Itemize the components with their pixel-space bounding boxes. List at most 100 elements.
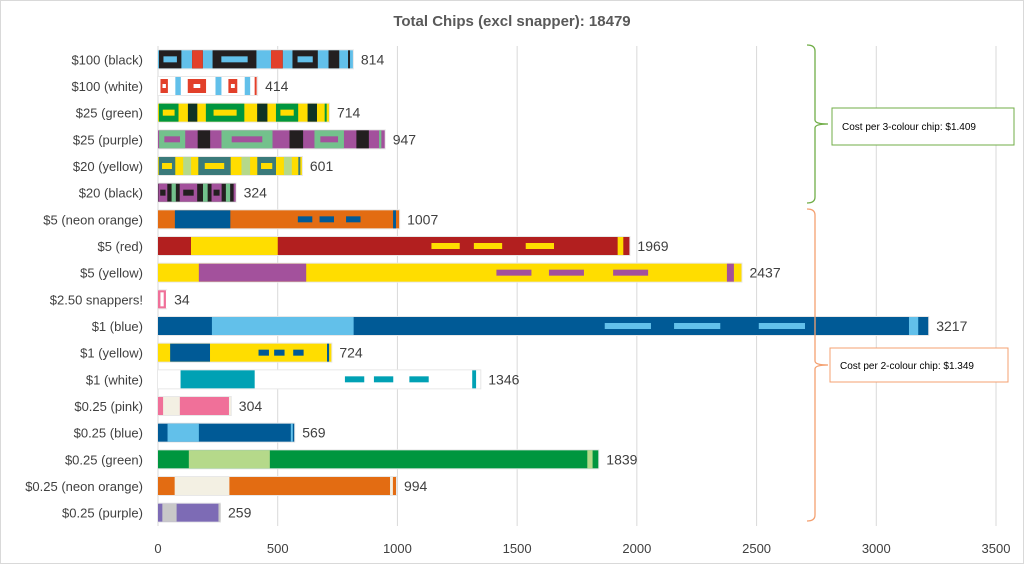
bar [157,449,600,470]
bar-segment [180,370,255,389]
category-label: $0.25 (blue) [74,426,143,441]
bar-dash [297,216,313,223]
bar-end-stripe [390,477,393,495]
bar-segment [197,130,211,149]
bar-segment [257,103,268,122]
gridlines [157,46,997,526]
x-tick-label: 1500 [503,541,532,556]
bar-dash [344,376,365,383]
bar [157,102,330,123]
category-label: $100 (black) [71,52,143,67]
bar-segment [297,56,313,63]
bar-segment [324,103,327,122]
category-label: $1 (blue) [92,319,143,334]
bar-segment [230,84,235,88]
bar-segment [171,183,176,202]
bar-segment [213,109,237,116]
bar-end-stripe [472,370,477,389]
bar-segment [193,84,201,88]
bar [157,476,397,496]
data-label: 947 [393,131,417,147]
bar-end-stripe [587,450,593,469]
data-label: 714 [337,105,361,121]
bar-dash [674,323,721,329]
bar-segment [162,109,175,116]
bar-dash [613,269,649,276]
bar-segment [356,130,369,149]
category-label: $25 (purple) [73,132,143,147]
bar-segment [289,130,304,149]
bar-fill [158,77,258,95]
x-tick-label: 500 [267,541,289,556]
bars [157,49,930,523]
bar [157,129,386,150]
chart-title: Total Chips (excl snapper): 18479 [393,13,630,30]
bar-segment [174,477,230,495]
bar-segment [160,292,164,307]
x-tick-label: 3000 [862,541,891,556]
bar [157,209,401,230]
category-label: $0.25 (green) [65,452,143,467]
x-tick-label: 3500 [982,541,1011,556]
bar-end-stripe [726,263,734,282]
x-tick-label: 2000 [622,541,651,556]
category-label: $25 (green) [76,106,143,121]
data-label: 601 [310,158,334,174]
data-label: 724 [339,345,363,361]
x-tick-label: 0 [154,541,161,556]
data-label: 814 [361,51,385,67]
bar-segment [320,136,339,143]
bar-dash [431,243,460,249]
bar-segment [244,77,251,95]
bar-dash [258,349,269,356]
x-axis-ticks: 0 500 1000 1500 2000 2500 3000 3500 [154,541,1010,556]
data-label: 324 [244,185,268,201]
bar-segment [204,163,225,169]
bar-segment [183,157,192,175]
data-label: 1969 [637,238,668,254]
bar-segment [162,503,177,522]
bar-segment [167,423,199,442]
category-label: $5 (yellow) [80,266,143,281]
bar [157,422,296,443]
data-labels: 814 414 714 947 601 324 1007 1969 2437 34 3217 724 1… [174,51,967,520]
bar [157,342,333,363]
data-label: 304 [239,398,263,414]
bar-segment [170,343,211,362]
bar-dash [496,269,532,276]
bar-segment [202,183,208,202]
category-label: $20 (yellow) [73,159,143,174]
bar-end-stripe [617,237,624,255]
bar-segment [162,163,172,169]
bar-segment [283,157,292,175]
data-label: 1346 [488,371,519,387]
bar-segment [225,183,231,202]
bar-segment [183,189,194,196]
bar [157,182,237,203]
category-label: $0.25 (neon orange) [25,479,143,494]
bar [157,396,232,416]
bar-segment [187,103,198,122]
bar-segment [213,189,220,196]
bar-dash [525,243,555,249]
bar [157,262,743,283]
two-colour-cost-box [829,347,1009,383]
data-label: 569 [302,425,326,441]
bar [157,289,168,310]
bar-dash [319,216,335,223]
bar-segment [164,136,180,143]
data-label: 259 [228,505,252,521]
bar [157,76,259,96]
bar-segment [215,77,222,95]
category-label: $5 (red) [97,239,143,254]
bar-segment [160,189,166,196]
data-label: 2437 [749,265,780,281]
bar-dash [346,216,361,223]
bar-segment [241,157,251,175]
category-label: $5 (neon orange) [43,212,143,227]
bar-dash [548,269,584,276]
bar-segment [174,210,231,229]
data-label: 1839 [606,451,637,467]
three-colour-cost-box [831,107,1015,146]
category-label: $1 (white) [86,372,143,387]
